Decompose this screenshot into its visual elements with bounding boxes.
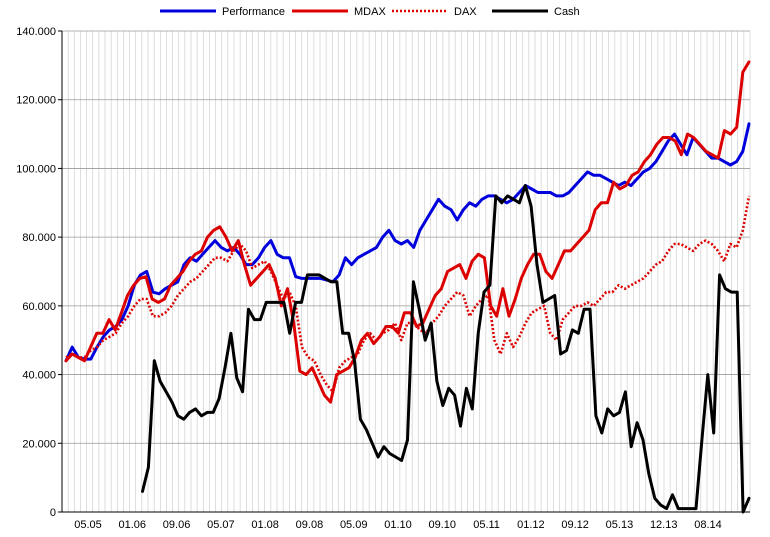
x-tick-label: 08.14 [694,519,722,531]
legend-label-mdax: MDAX [354,6,386,18]
y-tick-label: 60.000 [22,301,56,313]
legend-label-performance: Performance [222,6,285,18]
y-tick-label: 40.000 [22,370,56,382]
x-tick-label: 05.09 [340,519,368,531]
series-line-cash [141,184,751,514]
x-tick-label: 05.13 [606,519,634,531]
series-line-dax [65,195,751,394]
x-tick-label: 12.13 [650,519,678,531]
y-tick-label: 0 [50,507,56,519]
y-tick-label: 20.000 [22,438,56,450]
legend-label-dax: DAX [454,6,477,18]
series-line-mdax [64,60,751,404]
x-tick-label: 09.06 [163,519,191,531]
x-tick-label: 01.08 [251,519,279,531]
legend-label-cash: Cash [554,6,580,18]
x-tick-label: 01.12 [517,519,545,531]
x-tick-label: 09.12 [561,519,589,531]
y-tick-label: 140.000 [16,26,56,38]
y-tick-label: 100.000 [16,163,56,175]
x-tick-label: 09.10 [429,519,457,531]
x-tick-label: 09.08 [296,519,324,531]
x-tick-label: 01.10 [384,519,412,531]
x-tick-label: 01.06 [119,519,147,531]
y-tick-label: 120.000 [16,95,56,107]
x-tick-label: 05.05 [74,519,102,531]
x-tick-label: 05.11 [473,519,500,531]
y-tick-label: 80.000 [22,232,56,244]
x-tick-label: 05.07 [207,519,235,531]
